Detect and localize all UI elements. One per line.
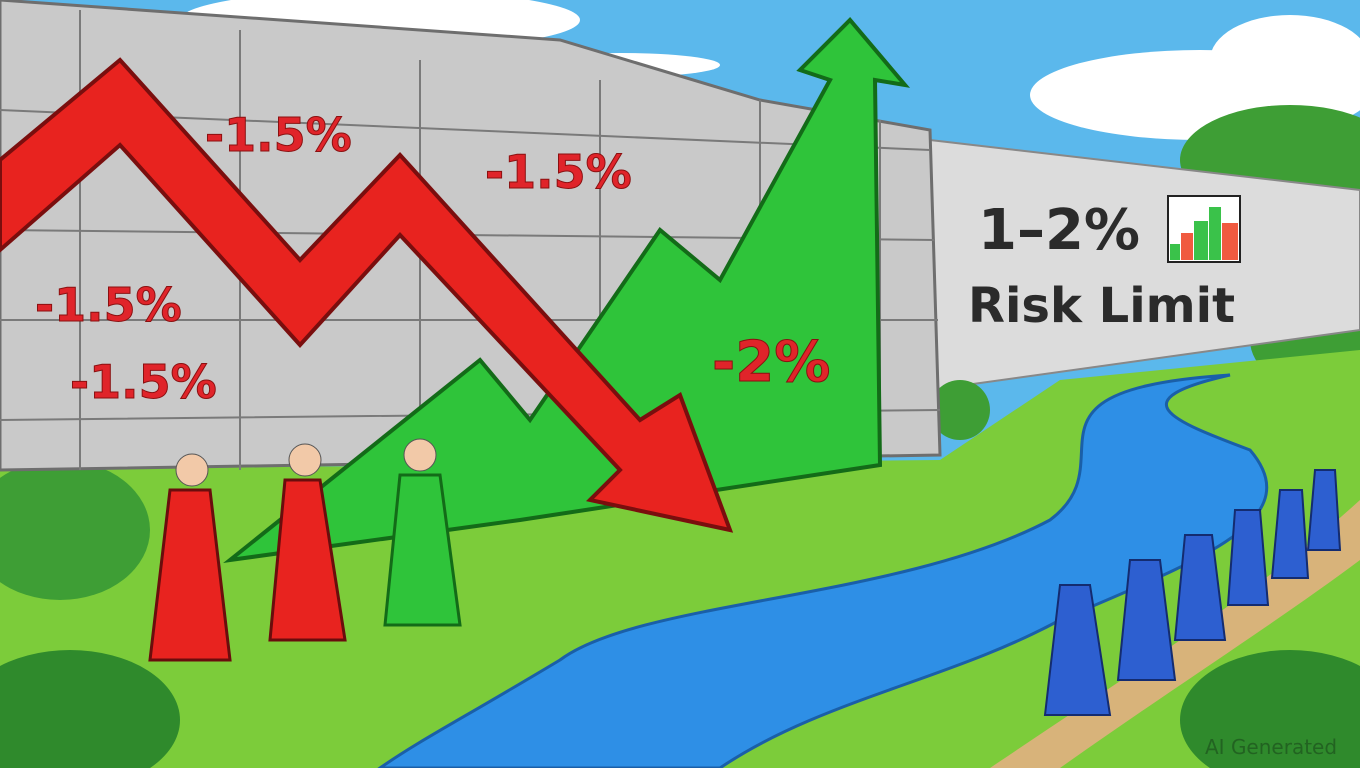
monks-blue — [1043, 469, 1342, 716]
watermark: AI Generated — [1205, 735, 1338, 759]
river — [377, 373, 1269, 768]
loss-label: -1.5% — [70, 355, 218, 410]
monks-red-green — [148, 438, 462, 662]
grass — [0, 350, 1360, 768]
loss-label: -1.5% — [205, 108, 353, 163]
mini-chart-icon — [1167, 195, 1241, 263]
green-arrow — [223, 17, 911, 563]
loss-label: -1.5% — [485, 145, 633, 200]
risk-range-title: 1–2% — [978, 198, 1141, 263]
loss-label-green-arrow: -2% — [711, 330, 831, 396]
red-arrow — [0, 57, 734, 533]
loss-label: -1.5% — [35, 278, 183, 333]
risk-limit-subtitle: Risk Limit — [968, 278, 1236, 334]
